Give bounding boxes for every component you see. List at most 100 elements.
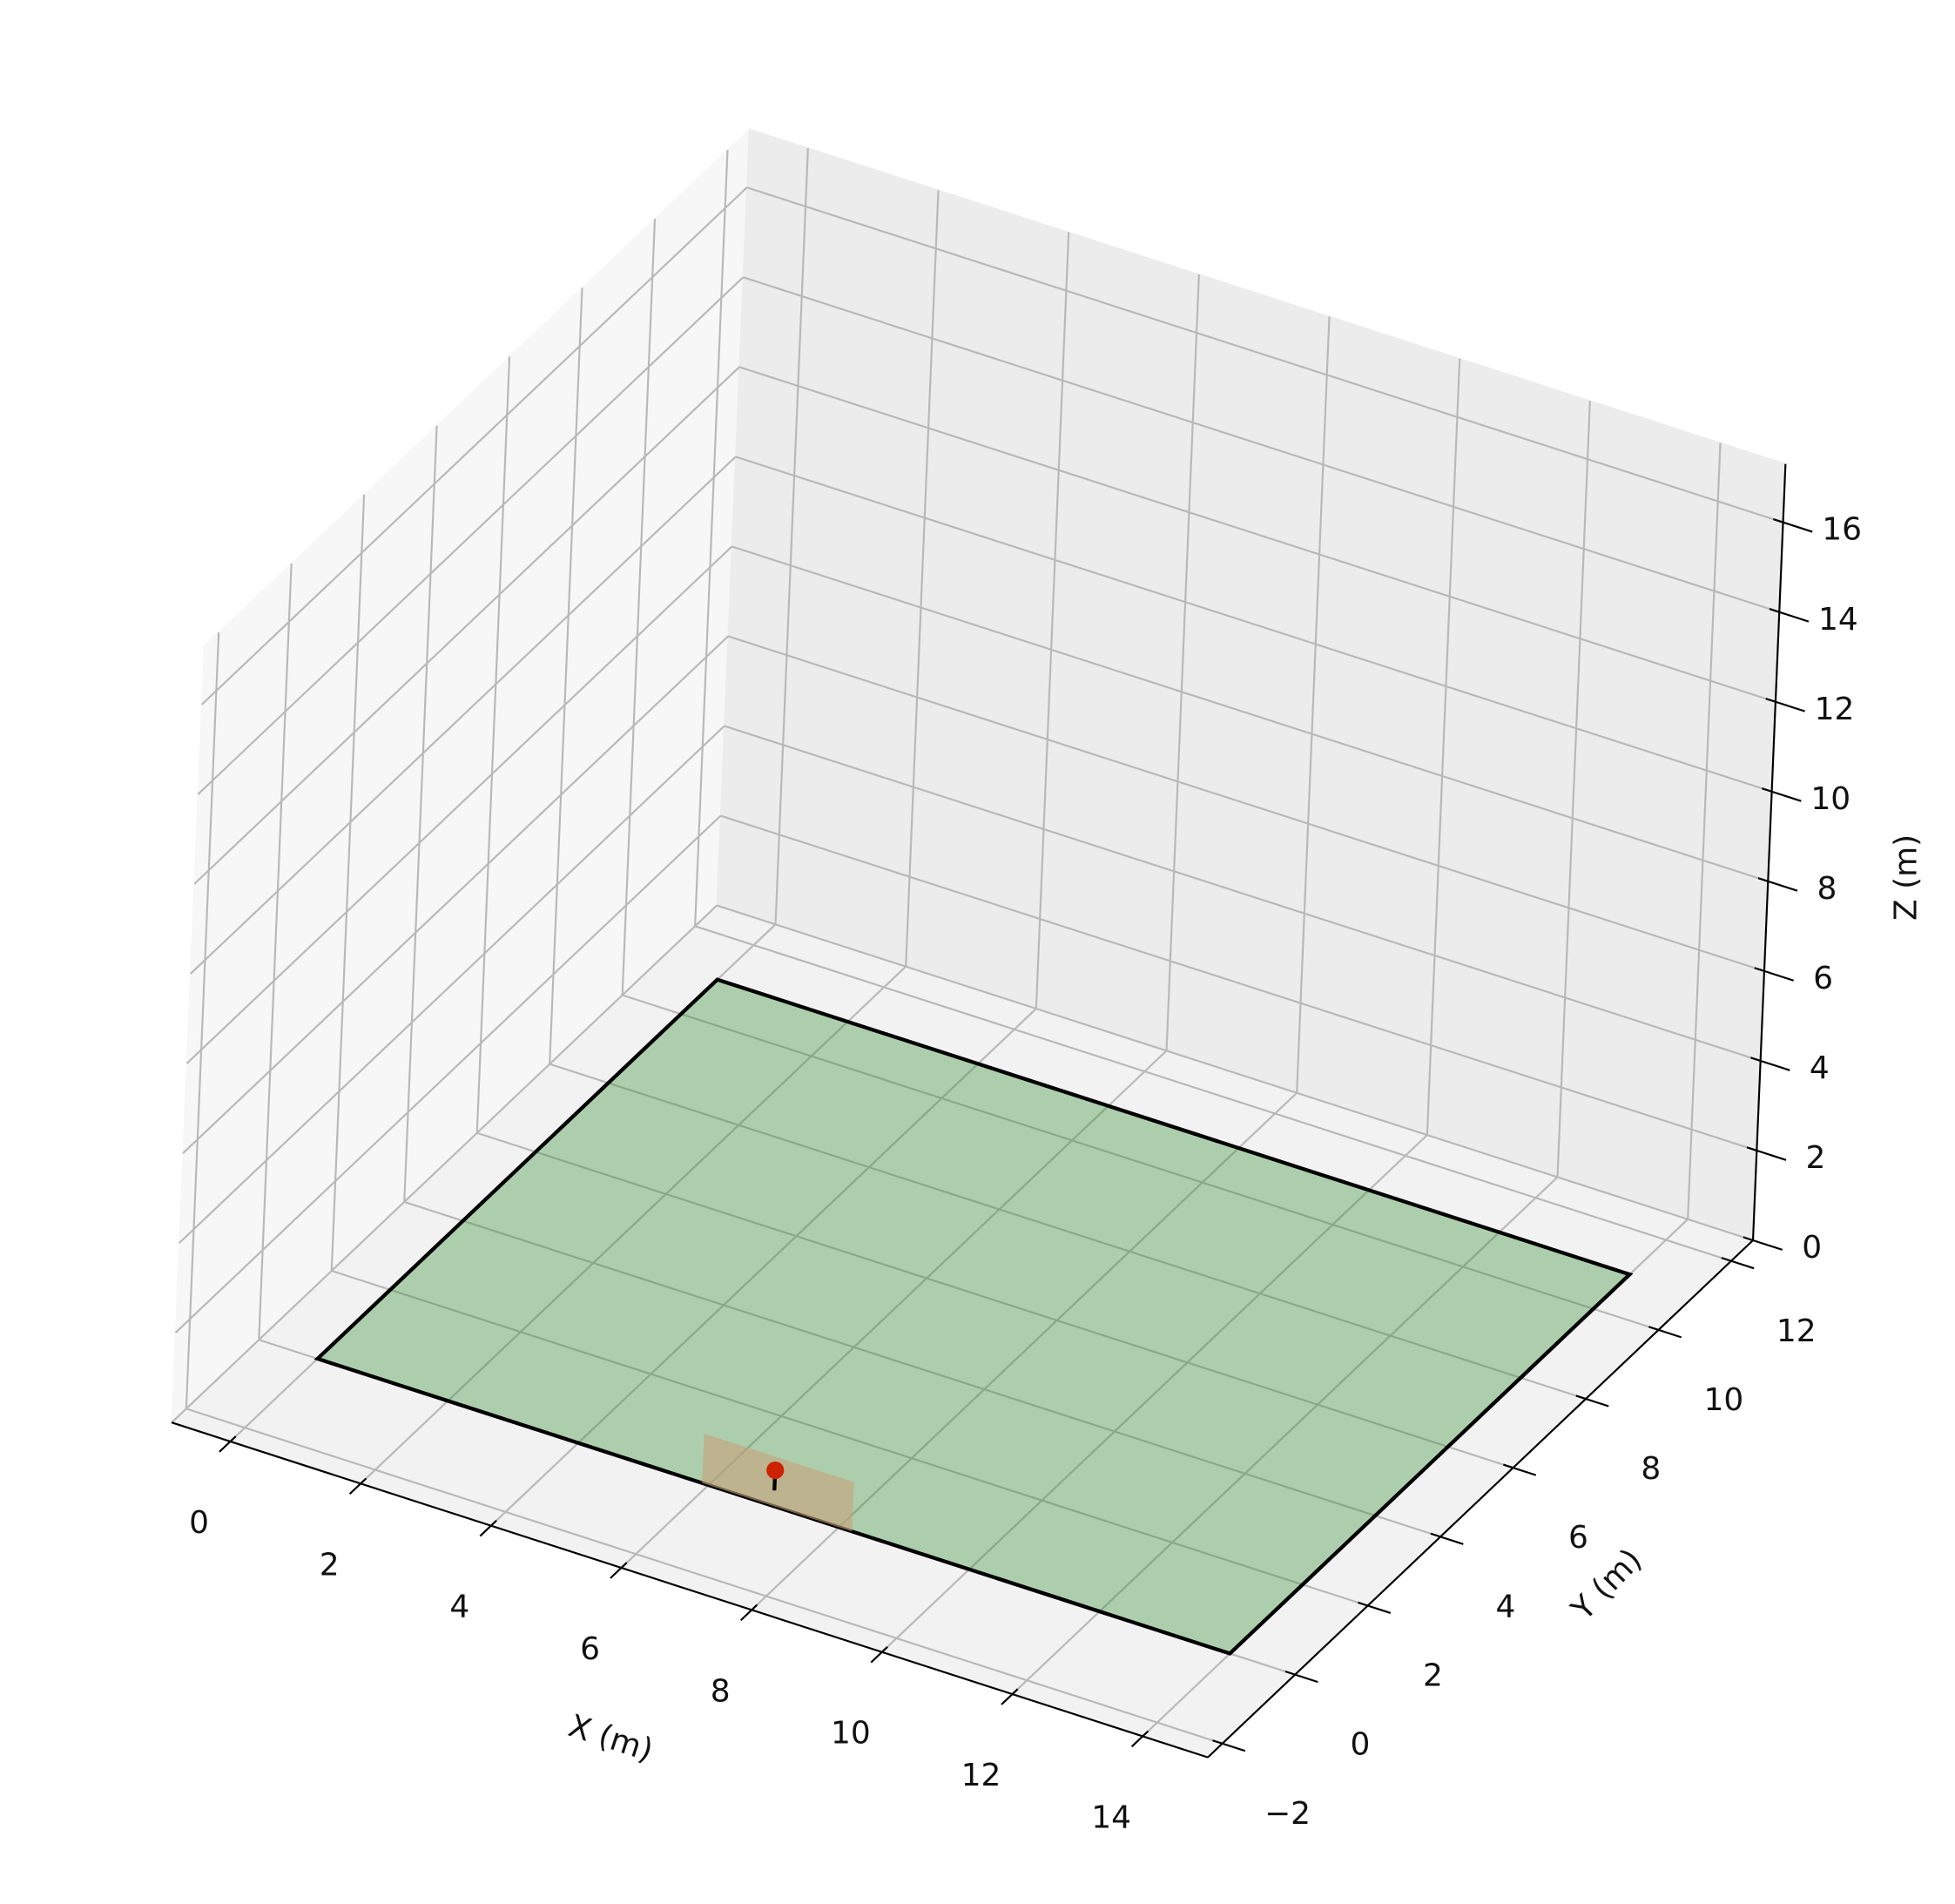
grid-line: [881, 1134, 1428, 1653]
grid-line: [621, 219, 657, 996]
grid-line: [403, 425, 438, 1202]
tick-mark: [610, 1562, 628, 1579]
x-tick-label: 14: [1091, 1799, 1131, 1835]
z-tick-label: 12: [1815, 692, 1855, 727]
grid-line: [731, 545, 1769, 882]
grid-line: [1165, 274, 1200, 1051]
grid-line: [331, 1270, 1368, 1607]
grid-line: [549, 1063, 1587, 1401]
z-tick-label: 14: [1818, 602, 1858, 638]
grid-line: [694, 925, 1732, 1262]
tick-mark: [1746, 1146, 1787, 1161]
x-tick-label: 4: [449, 1590, 469, 1625]
grid-line: [190, 456, 737, 975]
grid-line: [174, 814, 722, 1333]
grid-line: [727, 635, 1765, 972]
y-tick-label: 10: [1703, 1382, 1743, 1418]
tick-mark: [1721, 1257, 1755, 1270]
x-tick-label: 6: [580, 1631, 600, 1667]
tick-mark: [1648, 1326, 1682, 1339]
x-tick-label: 8: [711, 1673, 731, 1709]
grid-line: [185, 632, 220, 1409]
grid-line: [182, 635, 729, 1154]
x-tick-label: 2: [320, 1547, 340, 1583]
y-axis-line: [1207, 1239, 1754, 1759]
axes: 0 2 4 6 8 10 12 14 −2 0 2 4 6 8 10 12 0 2 4 6 8 10 12 14 16: [171, 463, 1862, 1835]
tick-mark: [348, 1477, 367, 1495]
y-tick-label: 0: [1351, 1727, 1371, 1763]
grid-line: [720, 814, 1757, 1151]
grid-line: [476, 1131, 1513, 1469]
grid-line: [1035, 232, 1070, 1009]
z-tick-label: 16: [1822, 512, 1862, 548]
x-axis-line: [171, 1421, 1209, 1759]
grid-line: [171, 904, 718, 1423]
grid-line: [197, 276, 745, 795]
tick-mark: [1212, 1739, 1246, 1752]
tick-mark: [1769, 608, 1810, 623]
tick-mark: [1284, 1670, 1318, 1684]
grid-line: [774, 148, 809, 925]
tick-mark: [1001, 1688, 1019, 1705]
grid-line: [1556, 401, 1591, 1178]
z-tick-label: 8: [1817, 871, 1837, 907]
y-tick-label: 8: [1641, 1451, 1661, 1487]
tick-mark: [479, 1519, 497, 1537]
y-tick-label: 6: [1568, 1520, 1588, 1556]
panes: [170, 127, 1787, 1759]
grid-line: [185, 1408, 1224, 1745]
grid-line: [735, 456, 1772, 793]
tick-mark: [1765, 698, 1805, 712]
grid-line: [724, 725, 1761, 1062]
grid-line: [716, 904, 1754, 1242]
grid-line: [403, 1200, 1441, 1538]
grid-line: [738, 366, 1776, 703]
y-tick-label: 2: [1423, 1658, 1443, 1694]
grid-line: [1687, 442, 1722, 1219]
tick-mark: [1430, 1532, 1464, 1545]
tick-mark: [1772, 518, 1813, 533]
tick-mark: [1757, 877, 1798, 892]
grid-line: [258, 563, 293, 1340]
grid-line: [475, 356, 511, 1133]
patch: [313, 977, 1634, 1656]
grid-line: [360, 965, 907, 1485]
y-tick-label: −2: [1264, 1796, 1311, 1832]
z-tick-label: 6: [1813, 961, 1833, 996]
z-tick-label: 4: [1810, 1050, 1830, 1086]
grid-line: [746, 186, 1783, 523]
x-tick-label: 0: [189, 1505, 209, 1541]
tick-mark: [1358, 1601, 1392, 1614]
tick-mark: [1762, 787, 1802, 802]
grid-line: [193, 366, 740, 885]
grid-line: [743, 276, 1780, 613]
grid-line: [549, 287, 583, 1064]
y-tick-label: 12: [1776, 1313, 1817, 1349]
z-axis-label: Z (m): [1888, 834, 1924, 921]
patch: [702, 1433, 854, 1532]
tick-mark: [1575, 1394, 1609, 1408]
x-tick-label: 10: [831, 1716, 871, 1752]
y-tick-label: 4: [1495, 1589, 1515, 1624]
x-tick-label: 12: [961, 1758, 1001, 1793]
tick-mark: [739, 1604, 758, 1622]
tick-mark: [870, 1646, 888, 1664]
grid-line: [179, 725, 725, 1244]
x-axis-label: X (m): [564, 1708, 657, 1769]
point: [766, 1461, 785, 1480]
grid-line: [622, 994, 1659, 1331]
grid-line: [330, 494, 366, 1272]
marks: [313, 977, 1634, 1656]
grid-line: [1011, 1176, 1559, 1695]
tick-mark: [1754, 967, 1794, 982]
tick-mark: [219, 1435, 237, 1453]
tick-mark: [1743, 1236, 1783, 1251]
tick-mark: [1130, 1730, 1149, 1748]
grid-line: [185, 545, 733, 1064]
z-tick-label: 10: [1810, 781, 1851, 817]
grid-line: [490, 1008, 1037, 1527]
grid-line: [694, 149, 729, 927]
grid-line: [1296, 316, 1331, 1093]
